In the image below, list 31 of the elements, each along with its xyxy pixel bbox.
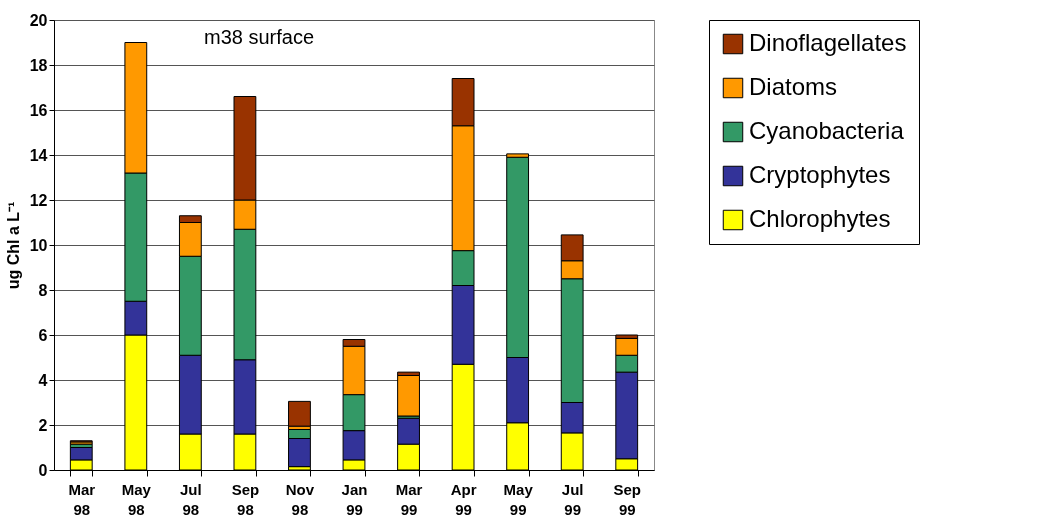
bar <box>397 375 420 417</box>
legend-label: Cryptophytes <box>749 161 891 188</box>
x-tick-label: Mar 98 <box>68 480 96 518</box>
y-tick-label: 4 <box>38 371 48 389</box>
y-tick-label: 14 <box>29 146 48 164</box>
bar <box>288 400 311 427</box>
legend-label: Diatoms <box>749 73 838 100</box>
y-tick-label: 10 <box>29 236 48 254</box>
x-tick-label: Sep 98 <box>231 480 260 518</box>
y-tick-label: 12 <box>29 191 48 209</box>
chart-title: m38 surface <box>204 26 315 48</box>
x-tick-label: Jan 99 <box>341 480 368 518</box>
legend-label: Dinoflagellates <box>749 29 907 56</box>
y-tick-label: 0 <box>38 461 48 479</box>
y-tick-label: 16 <box>29 101 48 119</box>
y-tick-label: 8 <box>38 281 48 299</box>
y-tick-label: 20 <box>29 11 48 29</box>
x-tick-label: Sep 99 <box>613 480 641 518</box>
x-tick-label: May 99 <box>503 480 534 518</box>
x-tick-label: Mar 99 <box>395 480 423 518</box>
y-tick-label: 2 <box>38 416 48 434</box>
x-tick-label: May 98 <box>121 480 152 518</box>
legend-label: Chlorophytes <box>749 205 891 232</box>
x-tick-label: Nov 98 <box>285 480 315 518</box>
x-tick-label: Apr 99 <box>450 480 477 518</box>
y-tick-label: 6 <box>38 326 48 344</box>
x-tick-label: Jul 98 <box>180 480 202 518</box>
x-tick-label: Jul 99 <box>561 480 584 518</box>
legend-label: Cyanobacteria <box>749 117 905 144</box>
y-axis-title: ug Chl a L⁻¹ <box>4 201 22 290</box>
y-tick-label: 18 <box>29 56 48 74</box>
